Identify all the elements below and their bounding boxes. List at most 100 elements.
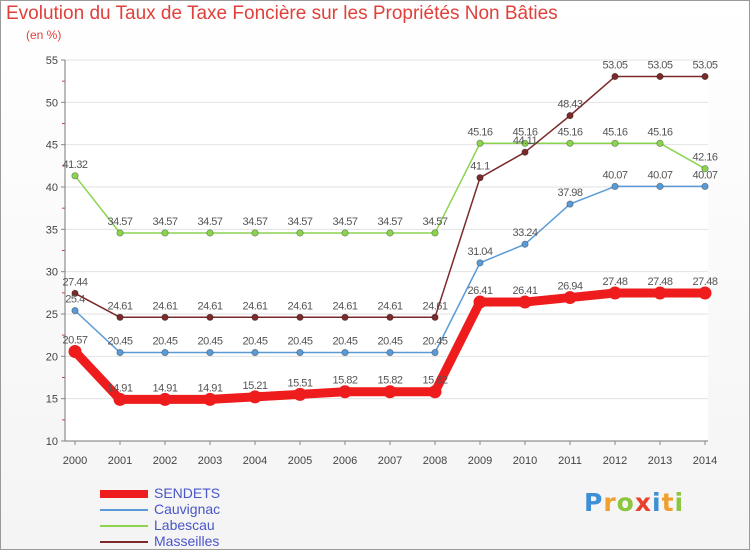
data-label-masseilles: 24.61 xyxy=(422,300,447,312)
data-point xyxy=(431,229,439,237)
series-labescau xyxy=(71,139,709,237)
data-point xyxy=(386,348,394,357)
legend-item-sendets: SENDETS xyxy=(100,485,320,502)
data-point xyxy=(293,387,307,401)
data-label-masseilles: 44.11 xyxy=(513,135,538,147)
y-tick-label: 35 xyxy=(46,224,58,236)
data-label-sendets: 15.82 xyxy=(422,375,447,387)
data-point xyxy=(296,348,304,357)
x-tick-label: 2002 xyxy=(153,455,177,467)
data-label-labescau: 45.16 xyxy=(467,126,492,138)
data-point xyxy=(476,259,484,267)
x-tick-label: 2012 xyxy=(603,455,627,467)
data-point xyxy=(71,172,79,180)
legend-swatch xyxy=(100,525,148,527)
data-label-sendets: 27.48 xyxy=(647,276,672,288)
x-tick-label: 2007 xyxy=(378,455,402,467)
data-point xyxy=(563,291,577,305)
data-point xyxy=(116,348,124,357)
data-point xyxy=(68,345,82,359)
data-label-cauvignac: 20.45 xyxy=(422,336,447,348)
y-tick-label: 15 xyxy=(46,394,58,406)
legend-swatch xyxy=(100,490,148,498)
data-point xyxy=(698,286,712,300)
x-tick-label: 2006 xyxy=(333,455,357,467)
x-tick-label: 2005 xyxy=(288,455,312,467)
x-tick-label: 2014 xyxy=(693,455,717,467)
y-tick-label: 30 xyxy=(46,267,58,279)
data-point xyxy=(473,295,487,309)
data-label-labescau: 34.57 xyxy=(242,216,267,228)
data-point xyxy=(383,385,397,399)
logo-letter: i xyxy=(652,488,662,517)
data-label-masseilles: 24.61 xyxy=(197,300,222,312)
data-point xyxy=(251,313,259,321)
data-point xyxy=(71,307,79,315)
proxiti-logo: Proxiti xyxy=(584,488,684,517)
data-point xyxy=(428,385,442,399)
legend-label: Cauvignac xyxy=(154,501,221,517)
legend-swatch xyxy=(100,541,148,543)
y-tick-label: 20 xyxy=(46,351,58,363)
data-label-sendets: 15.82 xyxy=(332,375,357,387)
series-masseilles xyxy=(71,72,709,321)
data-label-cauvignac: 37.98 xyxy=(557,187,582,199)
data-label-sendets: 15.82 xyxy=(377,375,402,387)
data-label-masseilles: 24.61 xyxy=(242,300,267,312)
legend-item-cauvignac: Cauvignac xyxy=(100,501,320,518)
legend-item-labescau: Labescau xyxy=(100,517,320,534)
plot-area xyxy=(65,60,708,441)
data-label-sendets: 27.48 xyxy=(602,276,627,288)
data-label-masseilles: 53.05 xyxy=(692,60,717,72)
data-label-cauvignac: 40.07 xyxy=(647,169,672,181)
data-label-masseilles: 48.43 xyxy=(557,99,582,111)
series-cauvignac xyxy=(71,182,709,357)
y-tick-label: 45 xyxy=(46,140,58,152)
data-label-cauvignac: 33.24 xyxy=(512,227,537,239)
data-point xyxy=(521,148,529,156)
data-label-labescau: 45.16 xyxy=(602,126,627,138)
data-point xyxy=(161,229,169,237)
data-label-sendets: 27.48 xyxy=(692,276,717,288)
data-label-cauvignac: 40.07 xyxy=(692,169,717,181)
data-label-labescau: 34.57 xyxy=(377,216,402,228)
data-point xyxy=(701,165,709,173)
data-label-sendets: 26.41 xyxy=(512,285,537,297)
data-label-cauvignac: 20.45 xyxy=(197,336,222,348)
data-label-cauvignac: 20.45 xyxy=(332,336,357,348)
legend-label: Labescau xyxy=(154,517,215,533)
data-label-labescau: 34.57 xyxy=(332,216,357,228)
logo-letter: P xyxy=(584,488,604,517)
y-tick-label: 25 xyxy=(46,309,58,321)
data-point xyxy=(296,229,304,237)
x-tick-label: 2010 xyxy=(513,455,537,467)
data-point xyxy=(386,229,394,237)
data-point xyxy=(476,139,484,147)
data-point xyxy=(566,112,574,120)
data-label-labescau: 34.57 xyxy=(152,216,177,228)
data-point xyxy=(206,229,214,237)
legend-item-masseilles: Masseilles xyxy=(100,533,320,550)
data-point xyxy=(113,392,127,406)
data-point xyxy=(386,313,394,321)
data-label-labescau: 45.16 xyxy=(647,126,672,138)
data-point xyxy=(251,348,259,357)
y-tick-label: 40 xyxy=(46,182,58,194)
data-label-cauvignac: 40.07 xyxy=(602,169,627,181)
data-point xyxy=(608,286,622,300)
data-label-masseilles: 27.44 xyxy=(62,276,87,288)
logo-letter: t xyxy=(661,488,675,517)
data-label-cauvignac: 20.45 xyxy=(242,336,267,348)
data-label-cauvignac: 20.45 xyxy=(107,336,132,348)
data-label-cauvignac: 25.4 xyxy=(65,294,85,306)
data-label-labescau: 34.57 xyxy=(197,216,222,228)
data-point xyxy=(341,348,349,357)
legend-label: SENDETS xyxy=(154,485,221,501)
data-point xyxy=(431,313,439,321)
logo-letter: r xyxy=(603,488,617,517)
logo-letter: x xyxy=(634,488,652,517)
data-point xyxy=(206,348,214,357)
data-point xyxy=(431,348,439,357)
data-label-masseilles: 53.05 xyxy=(647,60,672,72)
